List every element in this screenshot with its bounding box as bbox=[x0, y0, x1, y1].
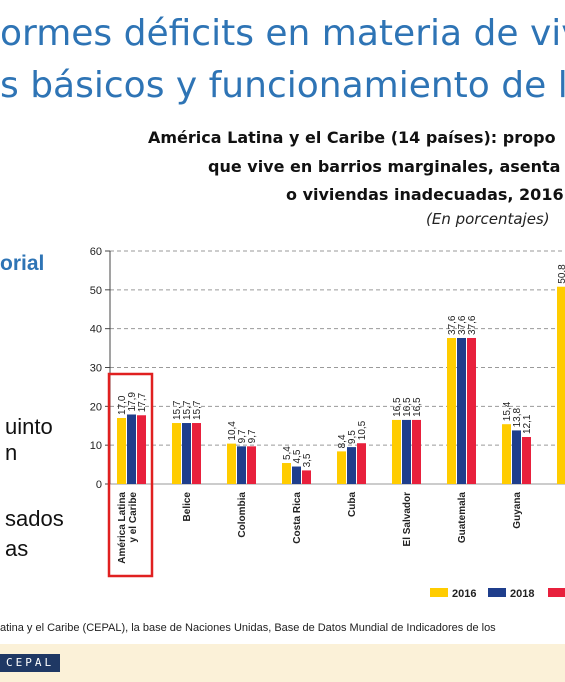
bar-value-label: 10,4 bbox=[227, 421, 238, 441]
category-label: Costa Rica bbox=[292, 492, 303, 544]
bar-value-label: 4,5 bbox=[292, 449, 303, 463]
bar-value-label: 17,9 bbox=[127, 392, 138, 412]
bar bbox=[237, 446, 246, 484]
bar-value-label: 13,8 bbox=[512, 408, 523, 428]
category-label: El Salvador bbox=[402, 492, 413, 547]
legend-label: 2018 bbox=[510, 588, 534, 600]
y-tick-label: 10 bbox=[90, 440, 102, 452]
bar bbox=[247, 446, 256, 484]
bar-value-label: 15,7 bbox=[192, 400, 203, 420]
bar bbox=[502, 424, 511, 484]
source-note: atina y el Caribe (CEPAL), la base de Na… bbox=[0, 622, 496, 634]
bar bbox=[302, 470, 311, 484]
category-label: Cuba bbox=[347, 492, 358, 517]
bar-value-label: 16,5 bbox=[392, 397, 403, 417]
bar bbox=[127, 414, 136, 484]
highlight-box bbox=[107, 372, 154, 578]
left-text-fragment-2: uinto bbox=[5, 414, 53, 439]
bar-value-label: 16,5 bbox=[402, 397, 413, 417]
legend-swatch bbox=[430, 588, 448, 597]
y-tick-label: 30 bbox=[90, 363, 102, 375]
left-text-fragment-5: as bbox=[5, 536, 29, 561]
bar bbox=[292, 466, 301, 484]
bar-value-label: 37,6 bbox=[447, 315, 458, 335]
bar bbox=[447, 337, 456, 484]
bar bbox=[227, 443, 236, 484]
bar bbox=[522, 437, 531, 484]
category-label: Belice bbox=[182, 492, 193, 522]
y-tick-label: 60 bbox=[90, 246, 102, 258]
bar bbox=[392, 419, 401, 484]
bar bbox=[337, 451, 346, 484]
category-label: Colombia bbox=[237, 492, 248, 538]
chart-subtitle-line-1: América Latina y el Caribe (14 países): … bbox=[148, 128, 556, 147]
y-tick-label: 20 bbox=[90, 401, 102, 413]
bar bbox=[357, 443, 366, 484]
bar bbox=[172, 423, 181, 484]
category-label: Guyana bbox=[512, 492, 523, 529]
left-text-fragment-4: sados bbox=[5, 506, 64, 531]
bar-value-label: 37,6 bbox=[467, 315, 478, 335]
slide-title-line-1: ormes déficits en materia de viv bbox=[0, 13, 565, 54]
category-label: y el Caribe bbox=[128, 492, 139, 543]
bar-value-label: 17,0 bbox=[117, 395, 128, 415]
legend-label: 2016 bbox=[452, 588, 476, 600]
bar bbox=[192, 423, 201, 484]
bar-value-label: 9,7 bbox=[247, 429, 258, 443]
legend-swatch bbox=[548, 588, 565, 597]
bar bbox=[137, 415, 146, 484]
bar-value-label: 3,5 bbox=[302, 453, 313, 467]
bar-value-label: 8,4 bbox=[337, 434, 348, 448]
bar-value-label: 17,7 bbox=[137, 392, 148, 412]
y-tick-label: 0 bbox=[96, 479, 102, 491]
slide-title-line-2: s básicos y funcionamiento de la bbox=[0, 65, 565, 106]
bar bbox=[282, 463, 291, 484]
bar-value-label: 12,1 bbox=[522, 414, 533, 434]
bar bbox=[117, 417, 126, 484]
bar-value-label: 9,5 bbox=[347, 430, 358, 444]
chart-units: (En porcentajes) bbox=[426, 210, 550, 228]
y-tick-label: 40 bbox=[90, 324, 102, 336]
category-label: América Latina bbox=[117, 492, 128, 564]
y-tick-label: 50 bbox=[90, 285, 102, 297]
bar-value-label: 15,7 bbox=[182, 400, 193, 420]
chart-subtitle-line-2: que vive en barrios marginales, asenta bbox=[208, 157, 561, 176]
bar-value-label: 15,4 bbox=[502, 401, 513, 421]
bar-value-label: 16,5 bbox=[412, 397, 423, 417]
left-text-fragment-1: orial bbox=[0, 252, 45, 275]
bar bbox=[467, 337, 476, 484]
bar bbox=[512, 430, 521, 484]
bar bbox=[557, 286, 565, 484]
bar-value-label: 50,8 bbox=[557, 264, 565, 284]
category-label: Guatemala bbox=[457, 492, 468, 544]
footer-band bbox=[0, 644, 565, 682]
bar-value-label: 37,6 bbox=[457, 315, 468, 335]
chart-subtitle-line-3: o viviendas inadecuadas, 2016 bbox=[286, 185, 564, 204]
legend-swatch bbox=[488, 588, 506, 597]
bar bbox=[412, 419, 421, 484]
left-text-fragment-3: n bbox=[5, 440, 18, 465]
bar bbox=[402, 419, 411, 484]
bar-chart: 0 10 20 30 40 50 60 17,0 17,9 17,7 América Latina y… bbox=[90, 246, 565, 600]
bar bbox=[182, 423, 191, 484]
bar bbox=[347, 447, 356, 484]
bar-value-label: 15,7 bbox=[172, 400, 183, 420]
bar bbox=[457, 337, 466, 484]
bar-value-label: 10,5 bbox=[357, 420, 368, 440]
bar-value-label: 5,4 bbox=[282, 446, 293, 460]
bar-value-label: 9,7 bbox=[237, 429, 248, 443]
cepal-logo: CEPAL bbox=[0, 654, 61, 672]
